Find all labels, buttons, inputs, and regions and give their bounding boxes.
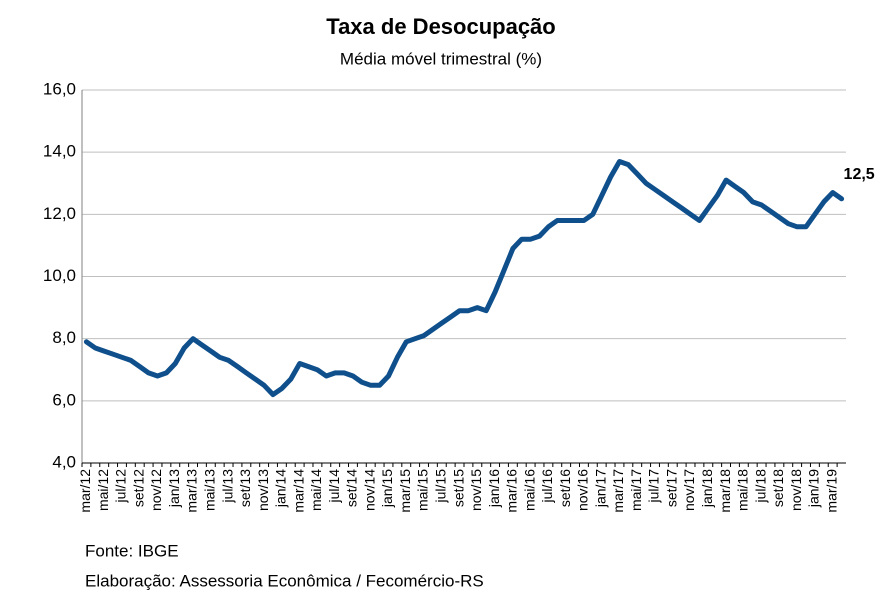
x-tick-label: set/16 [557, 469, 573, 507]
x-tick-label: jan/15 [379, 469, 395, 508]
x-tick-label: mar/12 [77, 469, 93, 513]
source-note: Fonte: IBGE [85, 541, 179, 560]
x-tick-label: nov/17 [681, 469, 697, 511]
x-tick-label: mai/17 [628, 469, 644, 511]
x-tick-label: mar/15 [397, 469, 413, 513]
x-tick-label: jul/15 [432, 469, 448, 504]
x-tick-label: set/14 [344, 469, 360, 507]
x-tick-label: mar/14 [290, 469, 306, 513]
series-line [83, 159, 845, 398]
y-tick-label: 16,0 [43, 79, 76, 98]
credit-note: Elaboração: Assessoria Econômica / Fecom… [85, 571, 484, 590]
x-tick-label: nov/15 [468, 469, 484, 511]
y-tick-label: 14,0 [43, 142, 76, 161]
x-tick-label: mar/17 [610, 469, 626, 513]
x-tick-label: jan/18 [699, 469, 715, 508]
x-tick-label: set/15 [450, 469, 466, 507]
x-tick-label: mar/16 [504, 469, 520, 513]
y-tick-label: 12,0 [43, 204, 76, 223]
x-tick-label: jul/13 [219, 469, 235, 504]
x-tick-label: mai/16 [521, 469, 537, 511]
x-tick-label: jul/16 [539, 469, 555, 504]
x-tick-label: mar/18 [717, 469, 733, 513]
y-tick-label: 10,0 [43, 266, 76, 285]
value-label: 12,5 [844, 166, 875, 183]
x-tick-label: set/17 [663, 469, 679, 507]
y-tick-label: 6,0 [52, 390, 76, 409]
x-tick-label: mai/14 [308, 469, 324, 511]
x-tick-label: set/18 [770, 469, 786, 507]
y-tick-label: 8,0 [52, 328, 76, 347]
x-tick-label: jan/17 [592, 469, 608, 508]
x-tick-label: jan/13 [166, 469, 182, 508]
chart-title: Taxa de Desocupação [326, 14, 555, 39]
x-tick-label: jul/18 [752, 469, 768, 504]
x-tick-label: jul/12 [113, 469, 129, 504]
x-tick-label: mar/13 [184, 469, 200, 513]
x-tick-label: jul/14 [326, 469, 342, 504]
x-tick-label: nov/12 [148, 469, 164, 511]
x-tick-label: mar/19 [823, 469, 839, 513]
x-tick-label: jul/17 [646, 469, 662, 504]
x-tick-label: mai/15 [415, 469, 431, 511]
x-tick-label: set/12 [130, 469, 146, 507]
x-tick-label: nov/13 [255, 469, 271, 511]
x-tick-label: jan/19 [806, 469, 822, 508]
x-tick-label: jan/16 [486, 469, 502, 508]
y-tick-label: 4,0 [52, 452, 76, 471]
x-tick-label: mai/12 [95, 469, 111, 511]
x-tick-label: mai/18 [735, 469, 751, 511]
x-tick-label: jan/14 [273, 469, 289, 508]
chart-subtitle: Média móvel trimestral (%) [340, 49, 542, 68]
x-tick-label: mai/13 [202, 469, 218, 511]
x-tick-label: nov/14 [361, 469, 377, 511]
x-tick-label: nov/18 [788, 469, 804, 511]
x-tick-label: nov/16 [575, 469, 591, 511]
x-tick-label: set/13 [237, 469, 253, 507]
